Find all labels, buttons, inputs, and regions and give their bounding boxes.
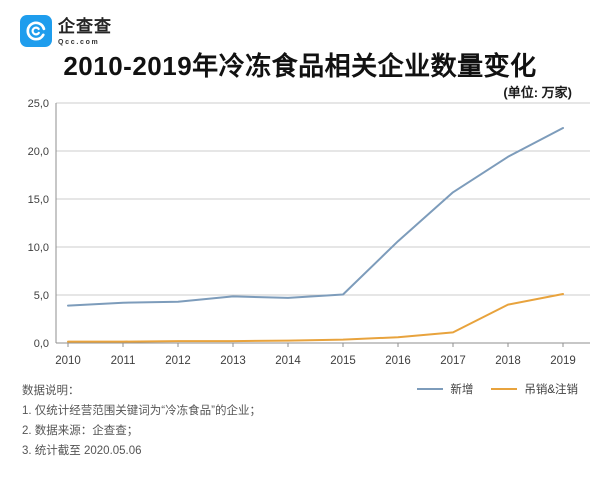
legend-line-new <box>417 388 444 390</box>
unit-label: (单位: 万家) <box>503 85 572 100</box>
qcc-logo: 企查查 Qcc.com <box>20 15 112 47</box>
legend-item-new: 新增 <box>417 381 473 397</box>
x-tick-label: 2010 <box>55 355 81 367</box>
x-tick-label: 2017 <box>440 355 466 367</box>
notes-title: 数据说明： <box>22 385 80 397</box>
x-tick-label: 2013 <box>220 355 246 367</box>
legend-item-revoked: 吊销&注销 <box>491 381 578 397</box>
x-tick-label: 2018 <box>495 355 521 367</box>
y-tick-label: 20,0 <box>28 146 49 158</box>
data-notes: 数据说明： 1. 仅统计经营范围关键词为“冷冻食品”的企业； 2. 数据来源：企… <box>22 381 261 461</box>
x-tick-label: 2014 <box>275 355 301 367</box>
qcc-logo-icon <box>20 15 52 47</box>
y-tick-label: 15,0 <box>28 194 49 206</box>
page-title: 2010-2019年冷冻食品相关企业数量变化 <box>63 51 537 81</box>
x-tick-label: 2016 <box>385 355 411 367</box>
x-tick-label: 2012 <box>165 355 191 367</box>
y-tick-label: 10,0 <box>28 242 49 254</box>
x-tick-label: 2015 <box>330 355 356 367</box>
x-tick-label: 2019 <box>550 355 576 367</box>
note-line-1: 1. 仅统计经营范围关键词为“冷冻食品”的企业； <box>22 405 261 417</box>
line-chart-svg: 0,0 5,0 10,0 15,0 20,0 25,0 2010 2011 2012 2013 20… <box>28 98 590 367</box>
chart-legend: 新增 吊销&注销 <box>417 381 578 397</box>
legend-label-revoked: 吊销&注销 <box>524 384 578 396</box>
y-tick-label: 5,0 <box>34 290 49 302</box>
x-tick-label: 2011 <box>111 355 136 367</box>
y-tick-label: 25,0 <box>28 98 49 110</box>
legend-line-revoked <box>491 388 518 390</box>
y-tick-label: 0,0 <box>34 338 49 350</box>
qcc-brand-name: 企查查 <box>58 17 112 36</box>
series-line-new <box>67 127 564 307</box>
legend-label-new: 新增 <box>450 384 474 396</box>
line-chart: 0,0 5,0 10,0 15,0 20,0 25,0 2010 2011 2012 2013 20… <box>0 95 600 375</box>
note-line-2: 2. 数据来源：企查查； <box>22 425 139 437</box>
qcc-logo-text: 企查查 Qcc.com <box>58 18 112 46</box>
note-line-3: 3. 统计截至 2020.05.06 <box>22 445 142 457</box>
qcc-domain: Qcc.com <box>58 39 100 46</box>
series-line-revoked <box>67 293 564 343</box>
